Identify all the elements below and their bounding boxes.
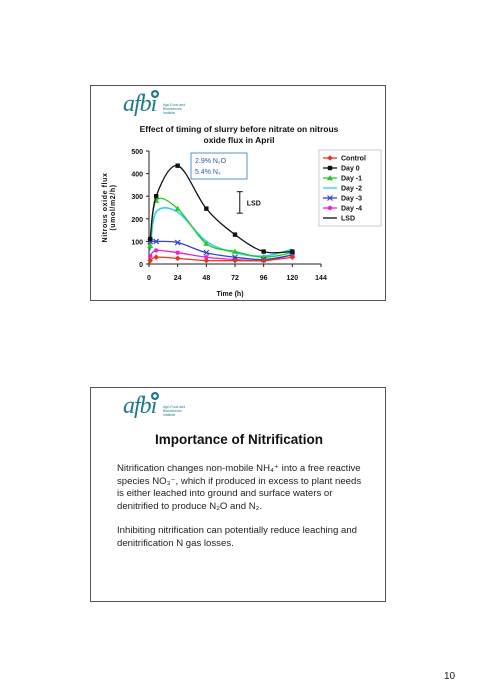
logo-flower-icon xyxy=(151,392,159,400)
x-tick-label: 120 xyxy=(286,275,298,282)
logo-subtext: Agri-Food and Biosciences Institute xyxy=(163,405,186,417)
annotation-line-1: 2.9% N₂O xyxy=(195,158,227,165)
slide-body: Nitrification changes non-mobile NH₄⁺ in… xyxy=(117,463,367,563)
paragraph-1: Nitrification changes non-mobile NH₄⁺ in… xyxy=(117,463,362,512)
legend-label: Day -3 xyxy=(341,196,362,203)
y-tick-label: 200 xyxy=(131,217,143,224)
day-0-point xyxy=(204,206,209,211)
x-tick-label: 144 xyxy=(315,275,327,282)
control-point xyxy=(289,254,296,261)
y-tick-label: 300 xyxy=(131,194,143,201)
day--3-point xyxy=(203,249,210,256)
day-0-point xyxy=(232,232,238,237)
day-0-point xyxy=(153,194,159,199)
afbi-logo: afbi Agri-Food and Biosciences Institute xyxy=(123,90,185,121)
legend-label: Control xyxy=(341,156,366,163)
y-tick-label: 500 xyxy=(131,149,143,156)
day-0-point xyxy=(147,236,153,242)
lsd-label: LSD xyxy=(247,200,261,207)
day--1-point xyxy=(174,205,181,211)
x-tick-label: 48 xyxy=(202,275,210,282)
slide-2: afbi Agri-Food and Biosciences Institute… xyxy=(90,387,386,602)
day--4-point xyxy=(147,253,153,259)
afbi-logo: afbi Agri-Food and Biosciences Institute xyxy=(123,392,185,423)
day--3-point xyxy=(174,239,181,246)
day--4-point xyxy=(153,248,159,253)
day--4-point xyxy=(175,250,180,255)
control-point xyxy=(232,257,238,264)
day-0-point xyxy=(175,163,180,168)
logo-subtext: Agri-Food and Biosciences Institute xyxy=(163,103,186,115)
day-0-point xyxy=(290,249,295,254)
legend-label: Day 0 xyxy=(341,166,360,173)
day--4-point xyxy=(204,255,209,260)
x-tick-label: 0 xyxy=(147,275,151,282)
x-tick-label: 96 xyxy=(260,275,268,282)
annotation-box xyxy=(190,152,248,180)
chart-title: Effect of timing of slurry before nitrat… xyxy=(139,124,339,145)
day-0-point xyxy=(261,249,266,254)
slide-1: afbi Agri-Food and Biosciences Institute… xyxy=(90,85,386,301)
x-axis-label: Time (h) xyxy=(216,291,243,298)
logo-flower-icon xyxy=(151,90,159,98)
control-point xyxy=(327,155,333,161)
annotation-line-2: 5.4% N₂ xyxy=(195,169,221,176)
control-point xyxy=(260,257,267,264)
page-number: 10 xyxy=(444,671,456,682)
day--3-point xyxy=(232,254,238,261)
legend-label: Day -1 xyxy=(341,176,362,183)
control-point xyxy=(174,255,181,262)
slide-title: Importance of Nitrification xyxy=(154,432,323,447)
legend-box xyxy=(318,149,382,227)
day-0-point xyxy=(327,165,333,171)
y-tick-label: 100 xyxy=(131,239,143,246)
day--1-point xyxy=(232,248,238,254)
day--4-point xyxy=(327,205,333,211)
control-point xyxy=(203,257,210,264)
nitrous-oxide-line-chart: 0 100 200 300 400 500 0 24 48 72 96 120 144 Time (h) N… xyxy=(102,149,382,298)
legend-label: Day -4 xyxy=(341,206,362,213)
day--1-point xyxy=(327,175,333,181)
control-point xyxy=(147,257,153,264)
y-axis-label: Nitrous oxide flux(umol/m2/h) xyxy=(102,173,117,243)
y-tick-label: 0 xyxy=(139,262,143,269)
legend-label: LSD xyxy=(341,216,355,223)
day--3-point xyxy=(327,195,333,201)
x-tick-label: 24 xyxy=(174,275,182,282)
legend-label: Day -2 xyxy=(341,186,362,193)
day--1-point xyxy=(203,240,210,246)
control-point xyxy=(153,254,159,261)
day--3-point xyxy=(153,238,160,245)
paragraph-2: Inhibiting nitrification can potentially… xyxy=(117,525,357,549)
x-tick-label: 72 xyxy=(231,275,239,282)
y-tick-label: 400 xyxy=(131,172,143,179)
day--1-point xyxy=(147,242,154,249)
